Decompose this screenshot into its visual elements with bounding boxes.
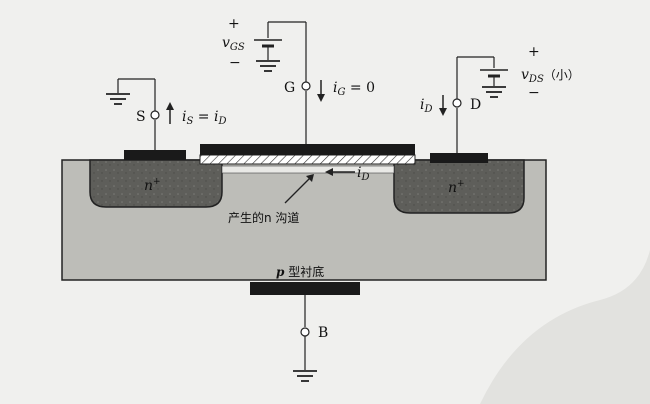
gate-current-label: iG = 0 — [333, 80, 375, 98]
induced-channel-label: 产生的n 沟道 — [228, 210, 299, 225]
gate-terminal-label: G — [284, 80, 295, 96]
background-watermark — [480, 250, 650, 404]
vds-minus-label: − — [528, 85, 540, 101]
gate-ground-icon — [256, 60, 280, 72]
vgs-plus-label: + — [228, 16, 240, 32]
source-terminal-label: S — [136, 109, 146, 125]
drain-lead — [452, 56, 495, 153]
gate-electrode — [200, 144, 415, 155]
drain-doping-label: n+ — [448, 179, 465, 196]
source-contact — [124, 150, 186, 160]
source-lead — [117, 78, 160, 150]
body-ground-icon — [293, 370, 317, 382]
body-contact — [250, 282, 360, 295]
source-n-plus-region — [89, 159, 223, 208]
drain-current-arrow-icon — [439, 95, 447, 116]
body-lead — [300, 295, 310, 370]
drain-ground-icon — [482, 86, 506, 98]
gate-current-arrow-icon — [317, 80, 325, 102]
substrate-label: p 型衬底 — [276, 264, 324, 279]
channel-current-arrow-icon — [325, 168, 355, 176]
vgs-minus-label: − — [229, 55, 241, 71]
drain-n-plus-region — [393, 159, 525, 214]
vds-battery-icon — [480, 69, 508, 86]
source-doping-label: n+ — [144, 177, 161, 194]
channel-current-label: iD — [357, 165, 370, 183]
vgs-battery-icon — [254, 39, 282, 60]
source-current-label: iS = iD — [182, 109, 227, 127]
source-current-arrow-icon — [166, 102, 174, 124]
channel-pointer-arrow-icon — [284, 174, 314, 204]
drain-terminal-label: D — [470, 97, 481, 113]
induced-n-channel — [221, 165, 395, 174]
body-terminal-label: B — [318, 325, 328, 341]
gate-lead — [267, 21, 311, 144]
drain-contact — [430, 153, 488, 163]
drain-current-label: iD — [420, 97, 433, 115]
vds-plus-label: + — [528, 44, 540, 60]
vgs-label: vGS — [222, 35, 245, 53]
source-ground-icon — [106, 93, 130, 105]
gate-oxide — [199, 154, 416, 165]
vds-label: vDS（小） — [521, 67, 580, 85]
